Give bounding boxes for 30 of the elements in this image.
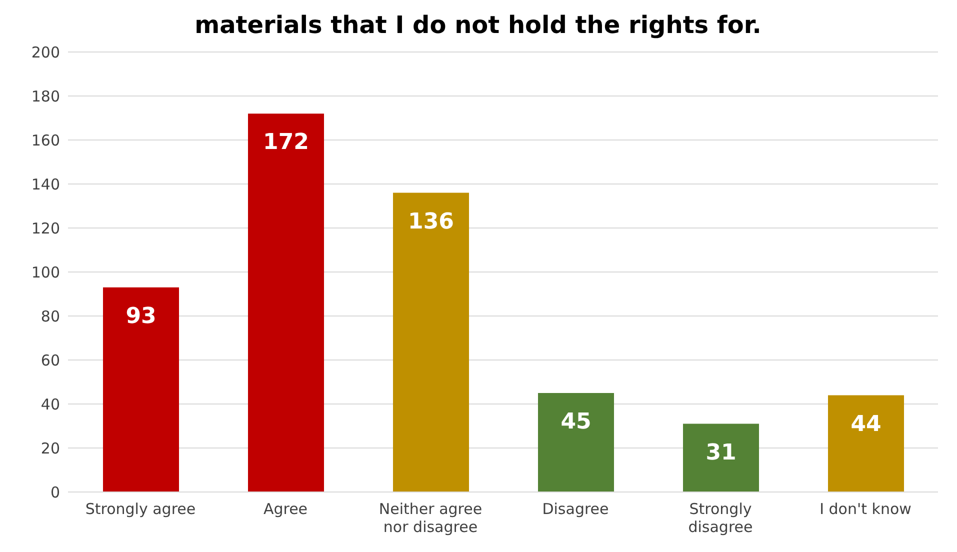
bar [828,395,904,492]
x-tick-label: Strongly agree [85,500,196,518]
chart-title: materials that I do not hold the rights for. [194,10,762,41]
data-label: 93 [126,304,156,330]
x-tick-label: Disagree [542,500,609,518]
bar [538,393,614,492]
x-tick-label: Agree [263,500,308,518]
bar [248,114,324,492]
data-label: 31 [706,440,736,466]
y-tick-label: 100 [31,263,60,282]
y-tick-label: 0 [50,483,60,502]
x-tick-label: I don't know [820,500,912,518]
y-tick-label: 20 [40,439,60,458]
x-tick-label: Strongly disagree [688,500,753,536]
y-tick-label: 120 [31,219,60,238]
bar [103,287,179,492]
bar [393,192,469,492]
y-tick-label: 80 [40,307,60,326]
y-tick-label: 60 [40,351,60,370]
data-label: 45 [560,410,592,435]
y-tick-label: 140 [31,175,60,194]
bar [683,424,759,492]
data-label: 44 [850,412,882,437]
y-tick-label: 180 [31,87,60,106]
y-tick-label: 160 [31,131,60,150]
x-tick-label: Neither agree nor disagree [378,500,482,536]
y-tick-label: 200 [31,43,60,62]
y-tick-label: 40 [40,395,60,414]
data-label: 172 [263,130,309,156]
data-label: 136 [408,209,454,234]
